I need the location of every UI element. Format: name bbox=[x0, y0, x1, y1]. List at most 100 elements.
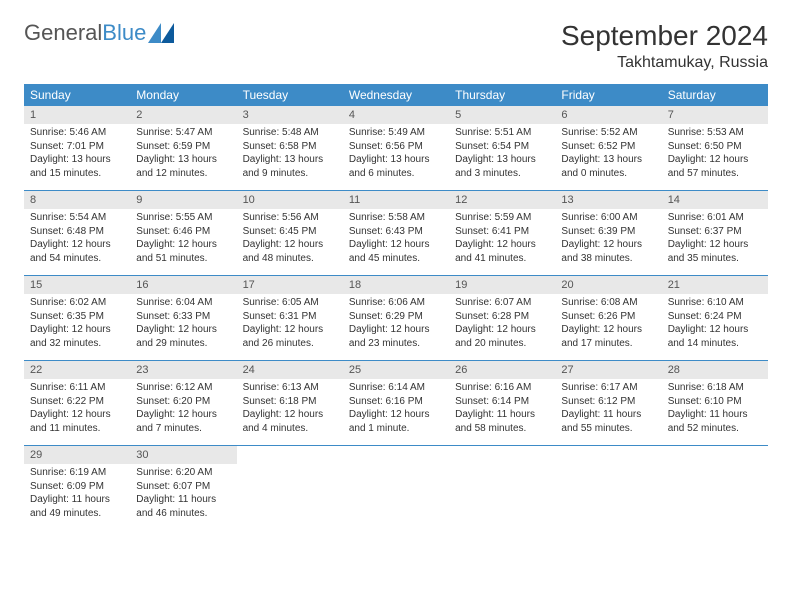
empty-day-cell bbox=[343, 464, 449, 530]
weekday-header-row: Sunday Monday Tuesday Wednesday Thursday… bbox=[24, 84, 768, 106]
sunset-text: Sunset: 6:33 PM bbox=[136, 310, 230, 324]
sunset-text: Sunset: 6:07 PM bbox=[136, 480, 230, 494]
day-cell: Sunrise: 6:05 AMSunset: 6:31 PMDaylight:… bbox=[237, 294, 343, 361]
sunrise-text: Sunrise: 6:17 AM bbox=[561, 381, 655, 395]
sunset-text: Sunset: 7:01 PM bbox=[30, 140, 124, 154]
daylight-text: Daylight: 11 hours and 49 minutes. bbox=[30, 493, 124, 520]
day-number: 10 bbox=[237, 191, 343, 209]
sunrise-text: Sunrise: 5:47 AM bbox=[136, 126, 230, 140]
sunrise-text: Sunrise: 5:58 AM bbox=[349, 211, 443, 225]
day-number: 14 bbox=[662, 191, 768, 209]
header: GeneralBlue September 2024 Takhtamukay, … bbox=[24, 20, 768, 72]
daylight-text: Daylight: 12 hours and 57 minutes. bbox=[668, 153, 762, 180]
daylight-text: Daylight: 12 hours and 14 minutes. bbox=[668, 323, 762, 350]
sunset-text: Sunset: 6:45 PM bbox=[243, 225, 337, 239]
day-number: 30 bbox=[130, 446, 236, 464]
daylight-text: Daylight: 12 hours and 41 minutes. bbox=[455, 238, 549, 265]
day-number: 1 bbox=[24, 106, 130, 124]
day-cell: Sunrise: 6:07 AMSunset: 6:28 PMDaylight:… bbox=[449, 294, 555, 361]
title-block: September 2024 Takhtamukay, Russia bbox=[561, 20, 768, 72]
day-data-row: Sunrise: 6:11 AMSunset: 6:22 PMDaylight:… bbox=[24, 379, 768, 446]
weekday-header: Monday bbox=[130, 84, 236, 106]
sunset-text: Sunset: 6:58 PM bbox=[243, 140, 337, 154]
day-cell: Sunrise: 6:08 AMSunset: 6:26 PMDaylight:… bbox=[555, 294, 661, 361]
day-number: 24 bbox=[237, 361, 343, 379]
sunset-text: Sunset: 6:28 PM bbox=[455, 310, 549, 324]
sunrise-text: Sunrise: 6:08 AM bbox=[561, 296, 655, 310]
day-number-row: 15161718192021 bbox=[24, 276, 768, 294]
day-number: 8 bbox=[24, 191, 130, 209]
sunset-text: Sunset: 6:29 PM bbox=[349, 310, 443, 324]
day-number-row: 22232425262728 bbox=[24, 361, 768, 379]
daylight-text: Daylight: 12 hours and 11 minutes. bbox=[30, 408, 124, 435]
day-cell: Sunrise: 6:16 AMSunset: 6:14 PMDaylight:… bbox=[449, 379, 555, 446]
empty-day-number bbox=[662, 446, 768, 464]
sunset-text: Sunset: 6:09 PM bbox=[30, 480, 124, 494]
day-cell: Sunrise: 6:20 AMSunset: 6:07 PMDaylight:… bbox=[130, 464, 236, 530]
daylight-text: Daylight: 12 hours and 32 minutes. bbox=[30, 323, 124, 350]
month-title: September 2024 bbox=[561, 20, 768, 52]
sunset-text: Sunset: 6:12 PM bbox=[561, 395, 655, 409]
sunrise-text: Sunrise: 6:01 AM bbox=[668, 211, 762, 225]
sunrise-text: Sunrise: 6:19 AM bbox=[30, 466, 124, 480]
day-cell: Sunrise: 6:12 AMSunset: 6:20 PMDaylight:… bbox=[130, 379, 236, 446]
empty-day-cell bbox=[449, 464, 555, 530]
day-number: 22 bbox=[24, 361, 130, 379]
daylight-text: Daylight: 13 hours and 15 minutes. bbox=[30, 153, 124, 180]
empty-day-cell bbox=[662, 464, 768, 530]
sunrise-text: Sunrise: 5:55 AM bbox=[136, 211, 230, 225]
sunset-text: Sunset: 6:37 PM bbox=[668, 225, 762, 239]
sunrise-text: Sunrise: 5:52 AM bbox=[561, 126, 655, 140]
weekday-header: Saturday bbox=[662, 84, 768, 106]
day-number: 9 bbox=[130, 191, 236, 209]
day-cell: Sunrise: 6:14 AMSunset: 6:16 PMDaylight:… bbox=[343, 379, 449, 446]
sunset-text: Sunset: 6:24 PM bbox=[668, 310, 762, 324]
sunset-text: Sunset: 6:22 PM bbox=[30, 395, 124, 409]
day-cell: Sunrise: 5:47 AMSunset: 6:59 PMDaylight:… bbox=[130, 124, 236, 191]
sunrise-text: Sunrise: 6:10 AM bbox=[668, 296, 762, 310]
daylight-text: Daylight: 12 hours and 23 minutes. bbox=[349, 323, 443, 350]
day-number: 11 bbox=[343, 191, 449, 209]
day-cell: Sunrise: 6:18 AMSunset: 6:10 PMDaylight:… bbox=[662, 379, 768, 446]
daylight-text: Daylight: 11 hours and 55 minutes. bbox=[561, 408, 655, 435]
sunset-text: Sunset: 6:20 PM bbox=[136, 395, 230, 409]
day-cell: Sunrise: 5:53 AMSunset: 6:50 PMDaylight:… bbox=[662, 124, 768, 191]
sunset-text: Sunset: 6:56 PM bbox=[349, 140, 443, 154]
sunrise-text: Sunrise: 6:02 AM bbox=[30, 296, 124, 310]
daylight-text: Daylight: 13 hours and 6 minutes. bbox=[349, 153, 443, 180]
sunrise-text: Sunrise: 5:51 AM bbox=[455, 126, 549, 140]
day-number: 28 bbox=[662, 361, 768, 379]
day-number: 23 bbox=[130, 361, 236, 379]
sunrise-text: Sunrise: 6:12 AM bbox=[136, 381, 230, 395]
daylight-text: Daylight: 12 hours and 35 minutes. bbox=[668, 238, 762, 265]
daylight-text: Daylight: 12 hours and 7 minutes. bbox=[136, 408, 230, 435]
day-cell: Sunrise: 5:51 AMSunset: 6:54 PMDaylight:… bbox=[449, 124, 555, 191]
daylight-text: Daylight: 13 hours and 0 minutes. bbox=[561, 153, 655, 180]
daylight-text: Daylight: 12 hours and 54 minutes. bbox=[30, 238, 124, 265]
sunrise-text: Sunrise: 6:11 AM bbox=[30, 381, 124, 395]
day-data-row: Sunrise: 6:19 AMSunset: 6:09 PMDaylight:… bbox=[24, 464, 768, 530]
sunrise-text: Sunrise: 5:48 AM bbox=[243, 126, 337, 140]
logo-icon bbox=[148, 23, 174, 43]
daylight-text: Daylight: 11 hours and 52 minutes. bbox=[668, 408, 762, 435]
sunset-text: Sunset: 6:43 PM bbox=[349, 225, 443, 239]
daylight-text: Daylight: 11 hours and 58 minutes. bbox=[455, 408, 549, 435]
sunrise-text: Sunrise: 6:20 AM bbox=[136, 466, 230, 480]
daylight-text: Daylight: 12 hours and 4 minutes. bbox=[243, 408, 337, 435]
sunset-text: Sunset: 6:31 PM bbox=[243, 310, 337, 324]
day-number: 26 bbox=[449, 361, 555, 379]
day-number: 6 bbox=[555, 106, 661, 124]
sunrise-text: Sunrise: 6:14 AM bbox=[349, 381, 443, 395]
day-number: 19 bbox=[449, 276, 555, 294]
sunrise-text: Sunrise: 5:54 AM bbox=[30, 211, 124, 225]
day-number: 15 bbox=[24, 276, 130, 294]
daylight-text: Daylight: 13 hours and 9 minutes. bbox=[243, 153, 337, 180]
sunset-text: Sunset: 6:39 PM bbox=[561, 225, 655, 239]
sunset-text: Sunset: 6:48 PM bbox=[30, 225, 124, 239]
sunset-text: Sunset: 6:18 PM bbox=[243, 395, 337, 409]
day-number: 20 bbox=[555, 276, 661, 294]
day-cell: Sunrise: 6:04 AMSunset: 6:33 PMDaylight:… bbox=[130, 294, 236, 361]
sunset-text: Sunset: 6:26 PM bbox=[561, 310, 655, 324]
day-number: 5 bbox=[449, 106, 555, 124]
daylight-text: Daylight: 12 hours and 26 minutes. bbox=[243, 323, 337, 350]
